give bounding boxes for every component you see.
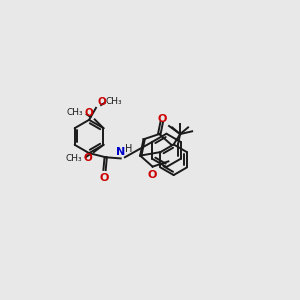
Text: CH₃: CH₃ bbox=[106, 97, 122, 106]
Text: N: N bbox=[116, 147, 126, 157]
Text: O: O bbox=[100, 173, 109, 183]
Text: CH₃: CH₃ bbox=[65, 154, 82, 163]
Text: CH₃: CH₃ bbox=[66, 108, 83, 117]
Text: O: O bbox=[84, 153, 93, 163]
Text: O: O bbox=[148, 170, 157, 180]
Text: H: H bbox=[124, 144, 132, 154]
Text: O: O bbox=[85, 108, 94, 118]
Text: O: O bbox=[158, 114, 167, 124]
Text: O: O bbox=[98, 98, 106, 107]
